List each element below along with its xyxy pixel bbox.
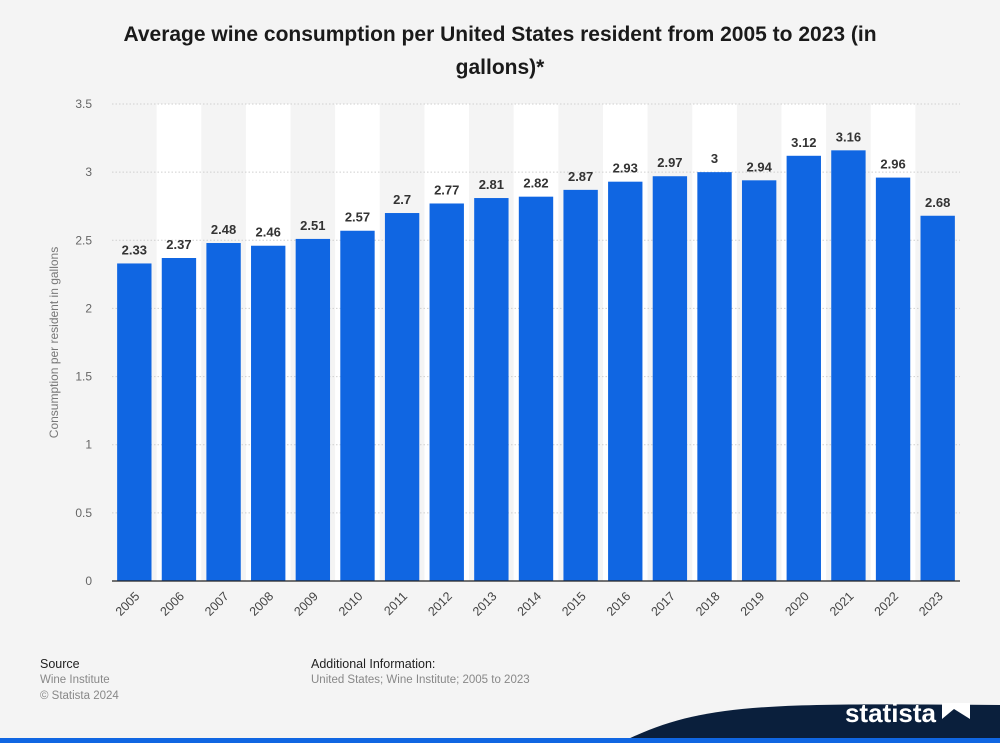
chart-title: Average wine consumption per United Stat…: [123, 23, 877, 79]
x-tick-label: 2022: [872, 589, 902, 619]
source-line-1: Wine Institute: [40, 674, 110, 686]
bar: [831, 150, 866, 581]
bar-value-label: 2.51: [300, 218, 325, 233]
x-tick-label: 2017: [648, 589, 678, 619]
bar: [741, 180, 777, 581]
footer-wave: [0, 704, 1000, 743]
bar: [161, 258, 197, 581]
y-tick-label: 3.5: [75, 97, 92, 111]
x-tick-label: 2021: [827, 589, 857, 619]
bar: [518, 196, 554, 581]
bar-value-label: 2.94: [747, 159, 773, 174]
bar-value-label: 2.33: [122, 242, 147, 257]
x-tick-label: 2018: [693, 589, 723, 619]
bar: [920, 215, 955, 582]
bar-value-label: 2.37: [166, 237, 191, 252]
bar: [251, 245, 286, 582]
bar: [697, 172, 732, 581]
bar: [206, 243, 241, 582]
bar-value-label: 2.77: [434, 182, 459, 197]
bar: [340, 230, 375, 581]
x-tick-label: 2012: [425, 589, 455, 619]
bar-value-label: 2.68: [925, 195, 950, 210]
bar: [295, 238, 331, 581]
bar-value-label: 2.96: [880, 157, 905, 172]
x-tick-label: 2020: [782, 589, 812, 619]
bar: [474, 198, 509, 581]
source-line-2: © Statista 2024: [40, 690, 119, 702]
bar-value-label: 2.87: [568, 169, 593, 184]
bar: [875, 177, 911, 581]
y-tick-label: 1: [85, 438, 92, 452]
y-tick-label: 0: [85, 574, 92, 588]
bar: [429, 203, 464, 581]
y-tick-label: 3: [85, 165, 92, 179]
bar-value-label: 2.7: [393, 192, 411, 207]
bar-value-label: 3.16: [836, 129, 861, 144]
x-tick-label: 2011: [381, 589, 410, 618]
bar: [384, 213, 420, 581]
x-tick-label: 2005: [113, 589, 143, 619]
y-tick-label: 2.5: [75, 233, 92, 247]
bar-value-label: 3.12: [791, 135, 816, 150]
x-tick-label: 2007: [202, 589, 232, 619]
x-tick-label: 2015: [559, 589, 589, 619]
x-tick-label: 2010: [336, 589, 366, 619]
bar-value-label: 2.93: [613, 161, 638, 176]
bar-value-label: 2.97: [657, 155, 682, 170]
bar-value-label: 2.81: [479, 177, 504, 192]
source-label: Source: [40, 657, 80, 671]
additional-info-text: United States; Wine Institute; 2005 to 2…: [311, 674, 530, 686]
x-tick-label: 2009: [291, 589, 321, 619]
x-tick-label: 2016: [604, 589, 634, 619]
additional-info-label: Additional Information:: [311, 657, 436, 671]
bar: [563, 189, 598, 582]
bar-value-label: 2.46: [256, 225, 281, 240]
bar-value-label: 2.48: [211, 222, 236, 237]
bar: [117, 263, 152, 581]
brand-name: statista: [844, 698, 936, 728]
x-tick-label: 2023: [916, 589, 946, 619]
statista-brand[interactable]: statista: [845, 698, 970, 729]
bar: [786, 155, 821, 581]
y-tick-label: 0.5: [75, 506, 92, 520]
statista-logo-icon: [942, 702, 970, 725]
source-block: Source Wine Institute © Statista 2024: [40, 656, 119, 704]
additional-info-block: Additional Information: United States; W…: [311, 656, 530, 688]
bar-value-label: 2.82: [523, 176, 548, 191]
bar-value-label: 2.57: [345, 210, 370, 225]
x-tick-label: 2014: [515, 589, 545, 619]
bar-chart: 0 0.5 1 1.5 2 2.5 3 3.5 Consumption per resident…: [47, 97, 960, 619]
x-tick-label: 2013: [470, 589, 500, 619]
y-tick-label: 2: [85, 301, 92, 315]
y-axis-label: Consumption per resident in gallons: [47, 247, 61, 438]
y-tick-label: 1.5: [75, 370, 92, 384]
bar: [652, 176, 688, 581]
x-tick-label: 2019: [738, 589, 768, 619]
bar: [608, 181, 643, 581]
x-tick-label: 2008: [247, 589, 277, 619]
bar-value-label: 3: [711, 151, 718, 166]
x-tick-label: 2006: [158, 589, 188, 619]
